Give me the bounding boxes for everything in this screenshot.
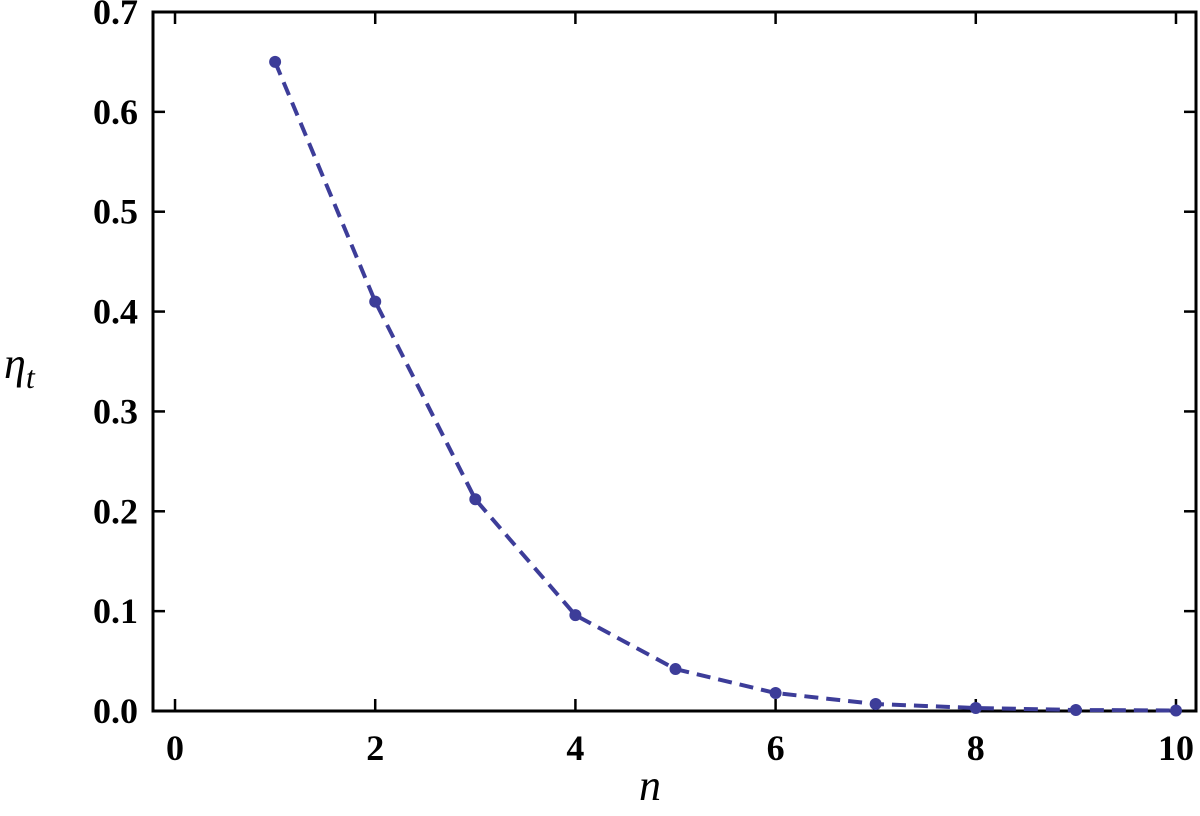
x-tick-label: 4 — [566, 728, 584, 768]
data-point — [469, 493, 482, 506]
y-tick-label: 0.2 — [93, 491, 138, 531]
y-tick-label: 0.0 — [93, 691, 138, 731]
data-point — [669, 663, 682, 676]
y-tick-label: 0.4 — [93, 292, 138, 332]
y-label-subscript: t — [26, 359, 36, 395]
x-tick-label: 2 — [366, 728, 384, 768]
x-tick-label: 8 — [967, 728, 985, 768]
data-point — [1069, 704, 1082, 717]
data-point — [769, 687, 782, 700]
data-point — [269, 55, 282, 68]
data-point — [969, 702, 982, 715]
y-tick-label: 0.7 — [93, 0, 138, 32]
plot-frame — [151, 10, 1198, 713]
data-line — [273, 61, 1176, 713]
y-tick-label: 0.3 — [93, 391, 138, 431]
data-point — [569, 609, 582, 622]
y-tick-label: 0.6 — [93, 92, 138, 132]
x-tick-label: 0 — [166, 728, 184, 768]
x-tick-label: 10 — [1158, 728, 1194, 768]
x-axis-label: n — [639, 761, 661, 810]
data-point — [1169, 704, 1182, 717]
data-point — [869, 698, 882, 711]
y-tick-label: 0.5 — [93, 192, 138, 232]
y-axis-label: ηt — [4, 339, 36, 395]
y-label-symbol: η — [4, 339, 26, 388]
y-tick-label: 0.1 — [93, 591, 138, 631]
data-point — [369, 295, 382, 308]
x-tick-label: 6 — [767, 728, 785, 768]
